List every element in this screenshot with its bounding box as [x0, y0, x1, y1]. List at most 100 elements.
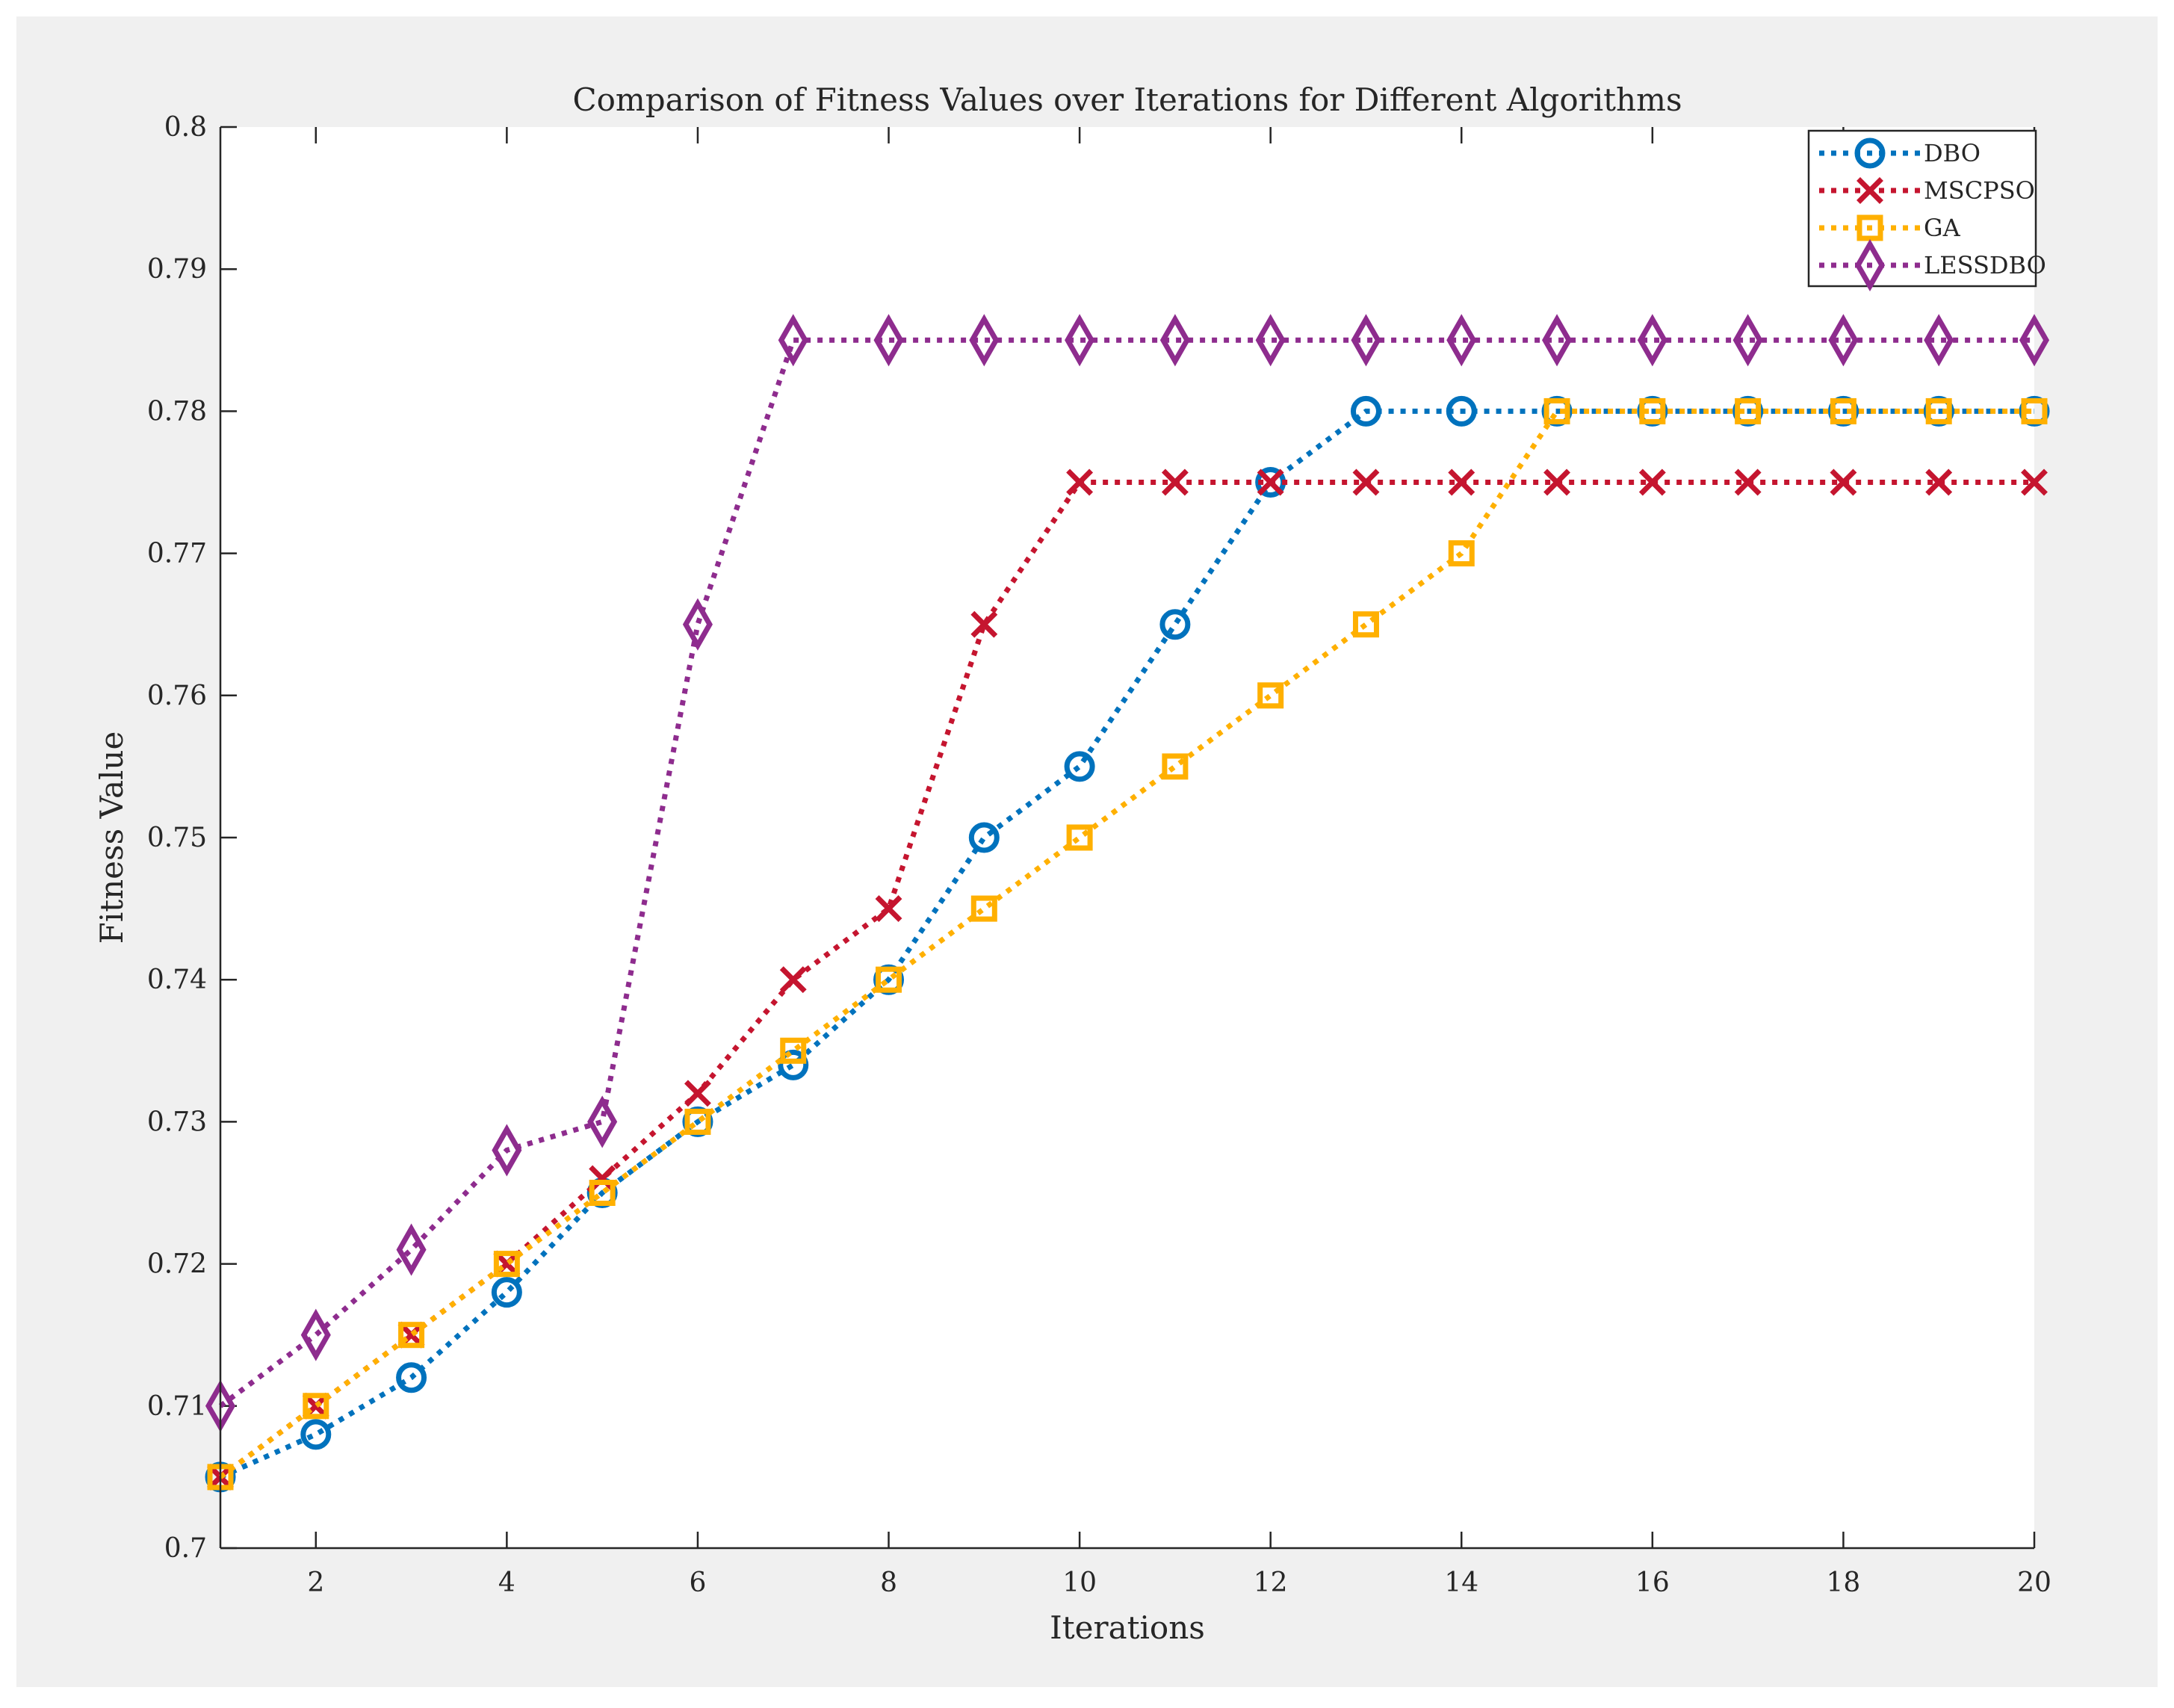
legend-label: DBO	[1924, 139, 1981, 167]
x-tick-label: 8	[880, 1568, 897, 1598]
series-ga	[207, 397, 2048, 1491]
axis-ticks: 2 4 6 8 10 12 14 16 18 20 0.7 0.71 0.72 0.73 0.74 0.75 0…	[147, 112, 2051, 1598]
data-point-ga	[1257, 682, 1284, 709]
data-point-mscpso	[1352, 468, 1380, 496]
y-tick-label: 0.72	[147, 1249, 207, 1280]
data-point-lessdbo	[1924, 314, 1954, 367]
data-point-ga	[1925, 397, 1952, 424]
data-point-dbo	[1159, 609, 1191, 640]
data-point-mscpso	[1638, 468, 1666, 496]
x-tick-label: 12	[1254, 1568, 1288, 1598]
series-line-ga	[218, 408, 2034, 1479]
data-point-ga	[398, 1322, 425, 1349]
data-point-lessdbo	[1255, 314, 1286, 367]
legend-item-dbo: DBO	[1819, 137, 1981, 169]
data-point-mscpso	[1161, 468, 1189, 496]
y-tick-label: 0.76	[147, 681, 207, 711]
legend-marker	[1854, 137, 1886, 169]
data-point-lessdbo	[969, 314, 1000, 367]
x-tick-label: 14	[1444, 1568, 1478, 1598]
y-tick-label: 0.74	[147, 965, 207, 995]
data-point-lessdbo	[1732, 314, 1763, 367]
data-point-lessdbo	[778, 314, 808, 367]
series-line-mscpso	[218, 480, 2034, 1479]
legend-item-mscpso: MSCPSO	[1819, 176, 2035, 205]
y-tick-label: 0.7	[164, 1533, 207, 1564]
x-tick-label: 2	[307, 1568, 324, 1598]
data-point-lessdbo	[1065, 314, 1095, 367]
data-point-lessdbo	[1828, 314, 1859, 367]
plot-area	[220, 127, 2034, 1548]
data-point-mscpso	[779, 966, 807, 994]
y-axis-title: Fitness Value	[93, 731, 130, 944]
data-point-ga	[2021, 397, 2048, 424]
data-point-dbo	[778, 1049, 809, 1080]
data-point-mscpso	[1257, 468, 1284, 496]
data-point-mscpso	[684, 1080, 711, 1107]
y-tick-label: 0.73	[147, 1107, 207, 1137]
x-tick-label: 18	[1827, 1568, 1861, 1598]
data-point-mscpso	[875, 895, 902, 923]
legend-box	[1807, 129, 2037, 288]
chart-title: Comparison of Fitness Values over Iterat…	[573, 81, 1682, 118]
x-tick-label: 4	[498, 1568, 515, 1598]
data-point-lessdbo	[587, 1095, 618, 1148]
data-point-lessdbo	[1542, 314, 1573, 367]
data-point-lessdbo	[873, 314, 904, 367]
data-point-mscpso	[1734, 468, 1762, 496]
legend-item-ga: GA	[1819, 214, 1961, 242]
data-point-dbo	[1446, 395, 1477, 427]
data-point-mscpso	[1066, 468, 1094, 496]
x-tick-label: 20	[2017, 1568, 2051, 1598]
data-point-ga	[1066, 824, 1093, 851]
data-point-mscpso	[1543, 468, 1571, 496]
data-point-lessdbo	[492, 1124, 522, 1177]
data-point-dbo	[1064, 751, 1095, 782]
legend-marker	[1856, 177, 1883, 204]
data-point-lessdbo	[300, 1308, 331, 1361]
data-point-ga	[1352, 611, 1379, 638]
legend: DBO MSCPSO GA LESSDBO	[1807, 129, 2046, 292]
legend-label: GA	[1924, 214, 1961, 242]
data-point-ga	[876, 966, 902, 993]
data-point-ga	[1448, 540, 1475, 567]
legend-label: MSCPSO	[1924, 176, 2035, 205]
data-point-lessdbo	[2019, 314, 2050, 367]
data-point-ga	[970, 895, 997, 922]
data-point-dbo	[1350, 395, 1381, 427]
data-point-ga	[1830, 397, 1856, 424]
data-point-mscpso	[970, 610, 998, 638]
data-point-mscpso	[589, 1165, 616, 1192]
data-point-dbo	[968, 822, 1000, 853]
y-tick-label: 0.8	[164, 112, 207, 143]
legend-label: LESSDBO	[1924, 251, 2046, 279]
data-point-ga	[493, 1251, 520, 1278]
data-point-ga	[303, 1393, 329, 1420]
y-tick-label: 0.77	[147, 539, 207, 569]
data-point-dbo	[491, 1277, 522, 1308]
series-layer	[205, 314, 2050, 1493]
y-tick-label: 0.75	[147, 823, 207, 853]
series-lessdbo	[205, 314, 2050, 1432]
legend-item-lessdbo: LESSDBO	[1819, 238, 2046, 292]
data-point-mscpso	[1448, 468, 1475, 496]
data-point-ga	[780, 1037, 807, 1064]
data-point-dbo	[300, 1419, 332, 1450]
legend-marker	[1854, 238, 1886, 292]
x-tick-label: 16	[1635, 1568, 1670, 1598]
data-point-ga	[1162, 753, 1189, 780]
data-point-lessdbo	[1159, 314, 1190, 367]
data-point-ga	[684, 1108, 711, 1135]
data-point-mscpso	[1830, 468, 1857, 496]
data-point-ga	[1639, 397, 1666, 424]
data-point-dbo	[396, 1362, 427, 1393]
data-point-mscpso	[1925, 468, 1953, 496]
series-mscpso	[207, 468, 2048, 1491]
data-point-ga	[589, 1180, 616, 1206]
y-tick-label: 0.78	[147, 396, 207, 427]
data-point-ga	[1543, 397, 1570, 424]
data-point-mscpso	[2021, 468, 2048, 496]
y-tick-label: 0.79	[147, 254, 207, 285]
